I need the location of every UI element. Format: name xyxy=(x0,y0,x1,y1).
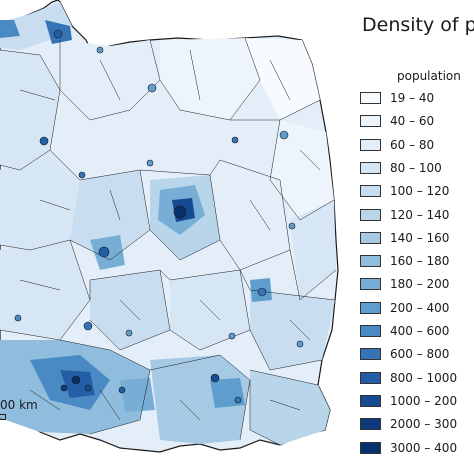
legend-item: 200 – 400 xyxy=(360,299,449,317)
legend-item: 3000 – 400 xyxy=(360,439,457,457)
legend-swatch xyxy=(360,371,381,384)
legend-swatch xyxy=(360,208,381,221)
legend-label: 120 – 140 xyxy=(390,207,450,222)
legend-label: 140 – 160 xyxy=(390,230,450,245)
legend-swatch xyxy=(360,92,381,104)
legend-item: 400 – 600 xyxy=(360,322,449,340)
legend-swatch xyxy=(360,138,381,151)
legend-label: 800 – 1000 xyxy=(390,370,458,385)
legend-swatch xyxy=(360,161,381,174)
legend-label: 3000 – 400 xyxy=(390,440,458,455)
legend-item: 800 – 1000 xyxy=(360,369,457,387)
legend-title: population xyxy=(397,69,461,83)
legend-swatch xyxy=(360,325,381,337)
legend-label: 40 – 60 xyxy=(390,114,435,129)
legend-label: 180 – 200 xyxy=(390,277,450,292)
legend-swatch xyxy=(360,231,381,244)
scale-bar-label: 00 km xyxy=(0,398,38,412)
legend-swatch xyxy=(360,418,381,431)
legend-label: 80 – 100 xyxy=(390,160,442,175)
legend-item: 600 – 800 xyxy=(360,345,449,363)
legend-item: 120 – 140 xyxy=(360,206,449,224)
legend-swatch xyxy=(360,278,381,291)
legend-label: 400 – 600 xyxy=(390,324,450,338)
legend-item: 40 – 60 xyxy=(360,112,434,130)
legend-item: 60 – 80 xyxy=(360,136,434,154)
legend-label: 60 – 80 xyxy=(390,137,435,152)
legend-item: 2000 – 300 xyxy=(360,415,457,433)
legend-label: 1000 – 200 xyxy=(390,393,458,408)
legend-swatch xyxy=(360,255,381,268)
legend-label: 100 – 120 xyxy=(390,184,450,199)
legend-swatch xyxy=(360,301,381,314)
legend-swatch xyxy=(360,394,381,407)
district-borders xyxy=(0,37,337,446)
map-title: Density of po xyxy=(362,14,474,36)
legend-label: 200 – 400 xyxy=(390,300,450,315)
legend-swatch xyxy=(360,348,381,361)
legend-swatch xyxy=(360,115,381,128)
legend-label: 160 – 180 xyxy=(390,254,450,269)
legend-label: 600 – 800 xyxy=(390,347,450,362)
legend-item: 180 – 200 xyxy=(360,275,449,293)
legend-swatch xyxy=(360,185,381,198)
scale-bar xyxy=(0,414,6,420)
legend-label: 19 – 40 xyxy=(390,91,435,105)
legend-swatch xyxy=(360,441,381,454)
legend-item: 140 – 160 xyxy=(360,229,449,247)
legend-item: 1000 – 200 xyxy=(360,392,457,410)
city-districts xyxy=(14,29,304,404)
legend-item: 100 – 120 xyxy=(360,182,449,200)
legend-item: 80 – 100 xyxy=(360,159,442,177)
legend-label: 2000 – 300 xyxy=(390,417,458,432)
legend-item: 19 – 40 xyxy=(360,89,434,107)
legend-item: 160 – 180 xyxy=(360,252,449,270)
